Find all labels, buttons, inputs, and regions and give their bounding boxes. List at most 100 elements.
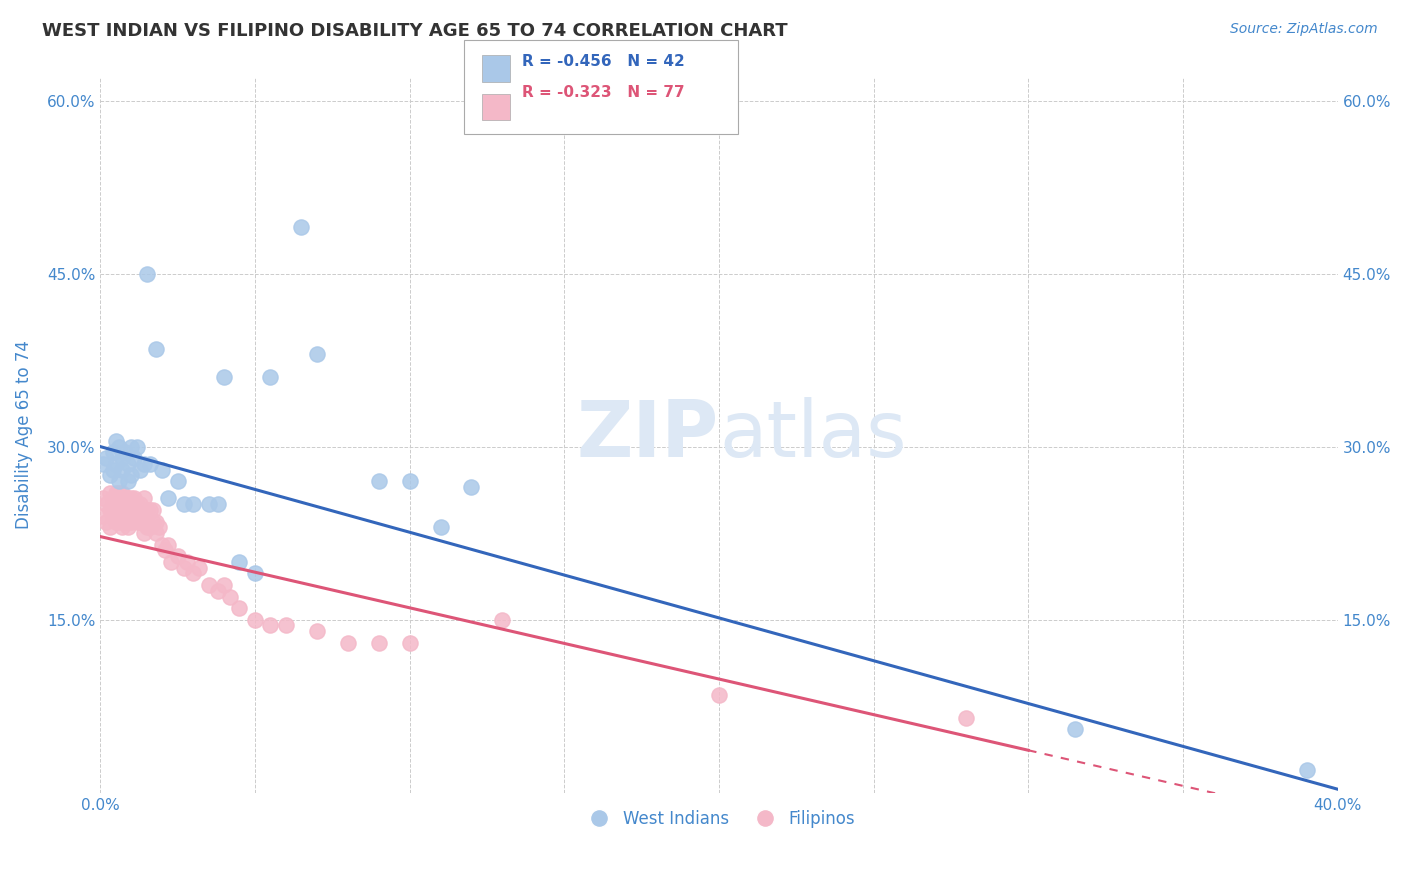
Point bbox=[212, 578, 235, 592]
Point bbox=[135, 267, 157, 281]
Point bbox=[135, 503, 157, 517]
Point bbox=[460, 480, 482, 494]
Point bbox=[127, 515, 149, 529]
Point bbox=[274, 618, 297, 632]
Point bbox=[228, 555, 250, 569]
Point bbox=[219, 590, 242, 604]
Legend: West Indians, Filipinos: West Indians, Filipinos bbox=[576, 803, 862, 834]
Text: ZIP: ZIP bbox=[576, 397, 718, 473]
Point bbox=[491, 613, 513, 627]
Point bbox=[127, 497, 149, 511]
Point bbox=[108, 485, 131, 500]
Point bbox=[367, 474, 389, 488]
Point bbox=[120, 468, 142, 483]
Point bbox=[197, 497, 219, 511]
Point bbox=[120, 515, 142, 529]
Point bbox=[108, 474, 131, 488]
Point bbox=[111, 463, 134, 477]
Point bbox=[111, 520, 134, 534]
Point bbox=[243, 613, 266, 627]
Point bbox=[96, 451, 118, 466]
Point bbox=[197, 578, 219, 592]
Point bbox=[129, 497, 152, 511]
Point bbox=[114, 497, 136, 511]
Point bbox=[145, 342, 167, 356]
Point bbox=[336, 636, 359, 650]
Point bbox=[259, 618, 281, 632]
Point bbox=[135, 520, 157, 534]
Point bbox=[127, 440, 149, 454]
Point bbox=[114, 515, 136, 529]
Point bbox=[104, 497, 127, 511]
Point bbox=[101, 497, 124, 511]
Y-axis label: Disability Age 65 to 74: Disability Age 65 to 74 bbox=[15, 341, 32, 530]
Point bbox=[305, 624, 328, 639]
Point bbox=[132, 526, 155, 541]
Point bbox=[114, 445, 136, 459]
Point bbox=[145, 526, 167, 541]
Point bbox=[101, 508, 124, 523]
Point bbox=[98, 520, 121, 534]
Point bbox=[104, 457, 127, 471]
Point bbox=[101, 463, 124, 477]
Point bbox=[139, 503, 162, 517]
Point bbox=[955, 711, 977, 725]
Point bbox=[117, 457, 139, 471]
Point bbox=[429, 520, 451, 534]
Point bbox=[117, 508, 139, 523]
Point bbox=[124, 508, 146, 523]
Point bbox=[108, 503, 131, 517]
Point bbox=[111, 497, 134, 511]
Point bbox=[176, 555, 198, 569]
Point bbox=[124, 491, 146, 506]
Point bbox=[129, 515, 152, 529]
Text: atlas: atlas bbox=[718, 397, 907, 473]
Point bbox=[367, 636, 389, 650]
Point bbox=[93, 457, 115, 471]
Point bbox=[166, 549, 188, 564]
Point bbox=[104, 515, 127, 529]
Point bbox=[150, 538, 173, 552]
Point bbox=[173, 560, 195, 574]
Point bbox=[127, 508, 149, 523]
Point bbox=[155, 543, 177, 558]
Point bbox=[93, 508, 115, 523]
Point bbox=[707, 688, 730, 702]
Point bbox=[101, 445, 124, 459]
Point bbox=[259, 370, 281, 384]
Point bbox=[120, 491, 142, 506]
Point bbox=[398, 474, 420, 488]
Point bbox=[132, 457, 155, 471]
Point bbox=[104, 485, 127, 500]
Point bbox=[132, 491, 155, 506]
Point bbox=[160, 555, 183, 569]
Text: R = -0.323   N = 77: R = -0.323 N = 77 bbox=[522, 85, 685, 100]
Point bbox=[111, 451, 134, 466]
Point bbox=[93, 491, 115, 506]
Point bbox=[104, 434, 127, 448]
Point bbox=[111, 503, 134, 517]
Point bbox=[142, 515, 165, 529]
Point bbox=[142, 503, 165, 517]
Point bbox=[132, 508, 155, 523]
Point bbox=[114, 491, 136, 506]
Point bbox=[101, 491, 124, 506]
Point bbox=[305, 347, 328, 361]
Point bbox=[129, 463, 152, 477]
Point bbox=[150, 463, 173, 477]
Point bbox=[98, 468, 121, 483]
Point bbox=[135, 515, 157, 529]
Point bbox=[98, 485, 121, 500]
Point bbox=[120, 497, 142, 511]
Point bbox=[207, 497, 229, 511]
Text: WEST INDIAN VS FILIPINO DISABILITY AGE 65 TO 74 CORRELATION CHART: WEST INDIAN VS FILIPINO DISABILITY AGE 6… bbox=[42, 22, 787, 40]
Point bbox=[181, 566, 204, 581]
Point bbox=[148, 520, 170, 534]
Point bbox=[290, 220, 312, 235]
Point bbox=[120, 440, 142, 454]
Point bbox=[212, 370, 235, 384]
Point bbox=[173, 497, 195, 511]
Point bbox=[157, 538, 180, 552]
Point bbox=[181, 497, 204, 511]
Point bbox=[104, 503, 127, 517]
